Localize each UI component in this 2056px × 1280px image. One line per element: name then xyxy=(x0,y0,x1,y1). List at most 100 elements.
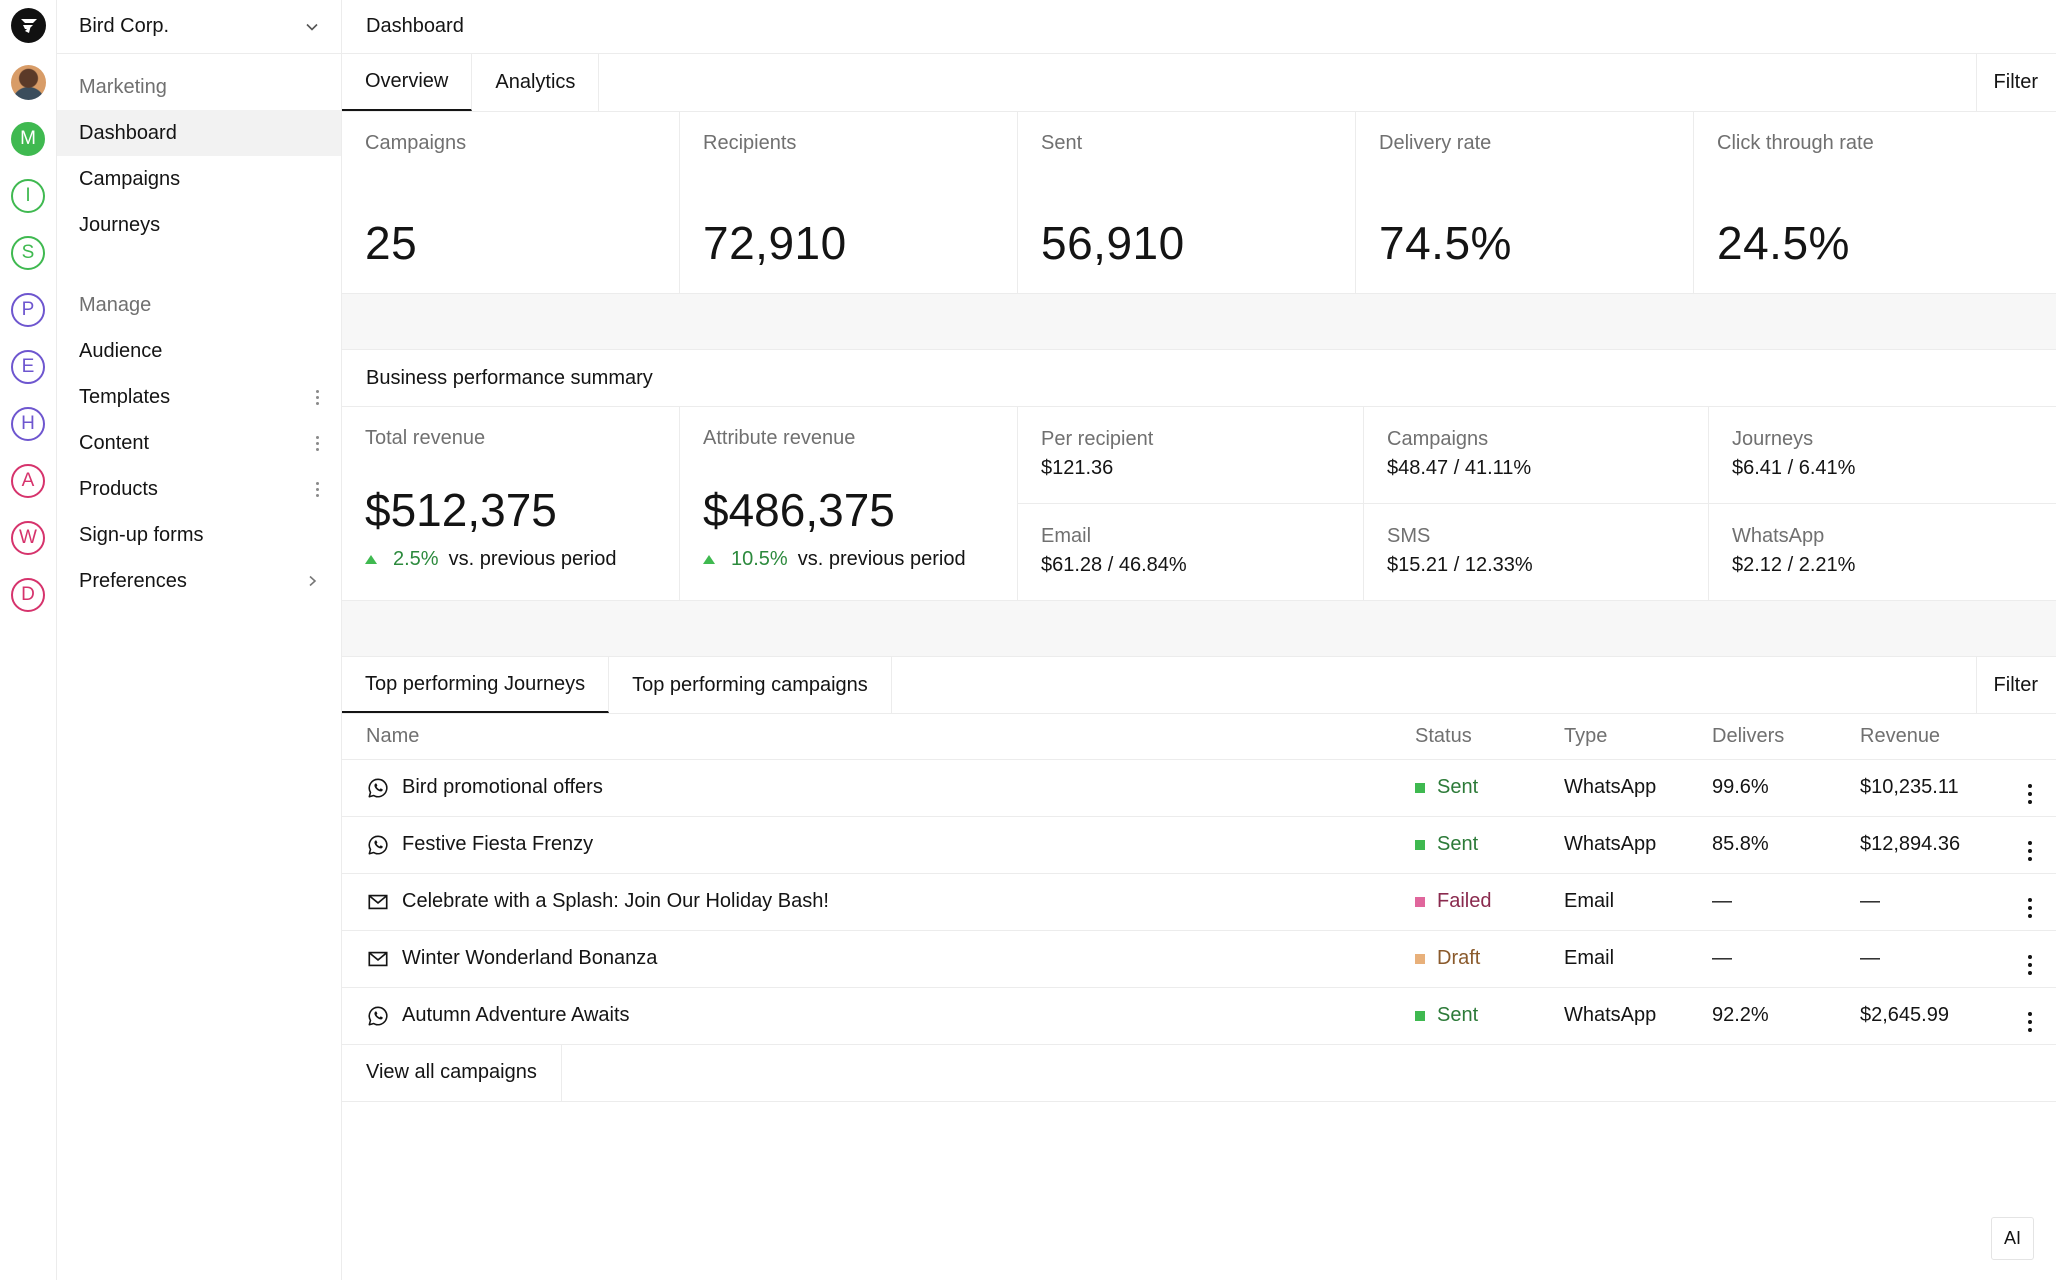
kpi-card-sent: Sent 56,910 xyxy=(1018,112,1356,293)
sidebar-item-label: Preferences xyxy=(79,569,187,592)
workspace-d[interactable]: D xyxy=(11,578,45,612)
workspace-m[interactable]: M xyxy=(11,122,45,156)
status-indicator xyxy=(1415,839,1425,850)
status-badge: Failed xyxy=(1437,890,1492,913)
workspace-s[interactable]: S xyxy=(11,236,45,270)
kpi-value: 25 xyxy=(365,217,418,269)
top-performing-tabs: Top performing Journeys Top performing c… xyxy=(342,657,2056,714)
top-performing-table: Name Status Type Delivers Revenue Bird p… xyxy=(342,714,2056,1045)
status-badge: Sent xyxy=(1437,833,1479,856)
more-vertical-icon[interactable] xyxy=(316,481,319,497)
tab-overview[interactable]: Overview xyxy=(342,54,473,111)
sidebar-item-templates[interactable]: Templates xyxy=(57,374,341,420)
table-row[interactable]: Bird promotional offers Sent WhatsApp 99.6%… xyxy=(342,759,2056,817)
cell-revenue: $12,894.36 xyxy=(1860,816,2010,874)
col-delivers[interactable]: Delivers xyxy=(1712,714,1860,760)
row-name[interactable]: Celebrate with a Splash: Join Our Holida… xyxy=(402,890,829,912)
row-name[interactable]: Winter Wonderland Bonanza xyxy=(402,947,658,969)
attribute-revenue-label: Attribute revenue xyxy=(703,427,856,449)
sidebar-item-label: Audience xyxy=(79,339,163,362)
bird-logo-icon[interactable] xyxy=(11,8,46,43)
tab-top-campaigns[interactable]: Top performing campaigns xyxy=(609,657,892,713)
workspace-w[interactable]: W xyxy=(11,521,45,555)
breakdown-value: $48.47 / 41.11% xyxy=(1387,457,1532,479)
delta-suffix: vs. previous period xyxy=(448,548,617,570)
row-name[interactable]: Bird promotional offers xyxy=(402,776,603,798)
sidebar-item-label: Campaigns xyxy=(79,167,181,190)
col-name[interactable]: Name xyxy=(342,714,1415,760)
cell-actions xyxy=(2010,873,2056,931)
whatsapp-icon xyxy=(366,833,390,857)
org-name: Bird Corp. xyxy=(79,15,170,37)
workspace-p[interactable]: P xyxy=(11,293,45,327)
cell-actions xyxy=(2010,759,2056,817)
business-summary: Total revenue $512,375 2.5% vs. previous… xyxy=(342,407,2056,601)
sidebar-item-campaigns[interactable]: Campaigns xyxy=(57,156,341,202)
view-all-campaigns-link[interactable]: View all campaigns xyxy=(342,1044,562,1101)
whatsapp-icon xyxy=(366,776,390,800)
table-filter-button[interactable]: Filter xyxy=(1975,657,2056,713)
sidebar-item-dashboard[interactable]: Dashboard xyxy=(57,110,341,156)
tab-top-journeys[interactable]: Top performing Journeys xyxy=(342,657,610,713)
more-vertical-icon[interactable] xyxy=(2028,784,2032,804)
row-name[interactable]: Festive Fiesta Frenzy xyxy=(402,833,594,855)
more-vertical-icon[interactable] xyxy=(2028,841,2032,861)
row-name[interactable]: Autumn Adventure Awaits xyxy=(402,1004,630,1026)
breakdown-value: $6.41 / 6.41% xyxy=(1732,457,1856,479)
user-avatar[interactable] xyxy=(11,65,46,100)
workspace-e[interactable]: E xyxy=(11,350,45,384)
workspace-h[interactable]: H xyxy=(11,407,45,441)
more-vertical-icon[interactable] xyxy=(2028,955,2032,975)
col-type[interactable]: Type xyxy=(1564,714,1712,760)
more-vertical-icon[interactable] xyxy=(316,435,319,451)
breakdown-value: $15.21 / 12.33% xyxy=(1387,554,1533,576)
sidebar-item-content[interactable]: Content xyxy=(57,420,341,466)
sidebar-item-journeys[interactable]: Journeys xyxy=(57,202,341,248)
breakdown-value: $61.28 / 46.84% xyxy=(1041,554,1187,576)
status-indicator xyxy=(1415,953,1425,964)
ai-assistant-button[interactable]: AI xyxy=(1991,1217,2034,1260)
breakdown-journeys: Journeys $6.41 / 6.41% xyxy=(1709,407,2056,504)
breakdown-value: $2.12 / 2.21% xyxy=(1732,554,1856,576)
cell-type: Email xyxy=(1564,930,1712,988)
filter-button[interactable]: Filter xyxy=(1975,54,2056,111)
breakdown-per-recipient: Per recipient $121.36 xyxy=(1018,407,1364,504)
sidebar-item-audience[interactable]: Audience xyxy=(57,328,341,374)
sidebar-item-label: Dashboard xyxy=(79,121,177,144)
cell-type: WhatsApp xyxy=(1564,987,1712,1045)
cell-revenue: — xyxy=(1860,930,2010,988)
cell-revenue: — xyxy=(1860,873,2010,931)
cell-revenue: $10,235.11 xyxy=(1860,759,2010,817)
main-content: Dashboard Overview Analytics Filter Camp… xyxy=(342,0,2056,1280)
table-row[interactable]: Festive Fiesta Frenzy Sent WhatsApp 85.8% $1… xyxy=(342,816,2056,874)
workspace-i[interactable]: I xyxy=(11,179,45,213)
org-switcher[interactable]: Bird Corp. xyxy=(57,0,341,54)
whatsapp-icon xyxy=(366,1004,390,1028)
kpi-card-delivery-rate: Delivery rate 74.5% xyxy=(1356,112,1694,293)
table-row[interactable]: Celebrate with a Splash: Join Our Holida… xyxy=(342,873,2056,931)
cell-type: Email xyxy=(1564,873,1712,931)
sidebar-item-label: Sign-up forms xyxy=(79,523,204,546)
sidebar-item-products[interactable]: Products xyxy=(57,466,341,512)
mail-icon xyxy=(366,890,390,914)
table-header-row: Name Status Type Delivers Revenue xyxy=(342,714,2056,760)
col-revenue[interactable]: Revenue xyxy=(1860,714,2010,760)
business-summary-title: Business performance summary xyxy=(342,350,2056,407)
cell-name: Celebrate with a Splash: Join Our Holida… xyxy=(342,873,1415,931)
breakdown-label: Campaigns xyxy=(1387,428,1489,450)
col-status[interactable]: Status xyxy=(1415,714,1564,760)
sidebar-item-preferences[interactable]: Preferences xyxy=(57,558,341,604)
more-vertical-icon[interactable] xyxy=(316,389,319,405)
workspace-a[interactable]: A xyxy=(11,464,45,498)
more-vertical-icon[interactable] xyxy=(2028,1012,2032,1032)
view-all-row: View all campaigns xyxy=(342,1044,2056,1102)
status-badge: Draft xyxy=(1437,947,1481,970)
kpi-value: 24.5% xyxy=(1717,217,1850,269)
table-row[interactable]: Autumn Adventure Awaits Sent WhatsApp 92.2%… xyxy=(342,987,2056,1045)
more-vertical-icon[interactable] xyxy=(2028,898,2032,918)
sidebar-item-sign-up-forms[interactable]: Sign-up forms xyxy=(57,512,341,558)
cell-delivers: — xyxy=(1712,873,1860,931)
tab-analytics[interactable]: Analytics xyxy=(472,54,600,111)
mail-icon xyxy=(366,947,390,971)
table-row[interactable]: Winter Wonderland Bonanza Draft Email — — xyxy=(342,930,2056,988)
